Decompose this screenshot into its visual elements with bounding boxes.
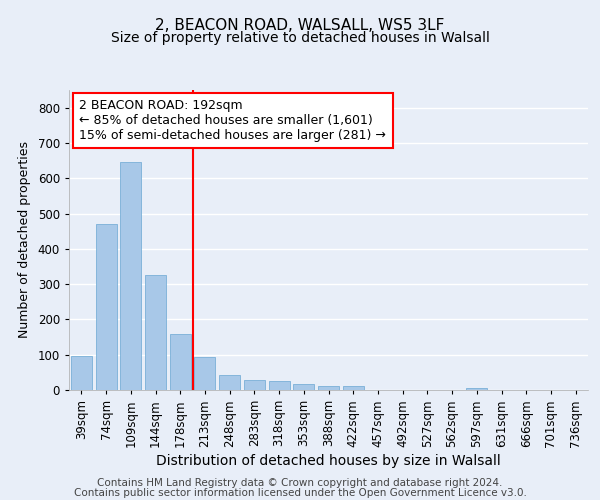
Bar bbox=[244, 380, 265, 390]
Bar bbox=[170, 334, 191, 390]
Bar bbox=[145, 276, 166, 390]
Bar bbox=[120, 162, 141, 390]
Text: Contains public sector information licensed under the Open Government Licence v3: Contains public sector information licen… bbox=[74, 488, 526, 498]
Bar bbox=[343, 386, 364, 390]
Bar bbox=[71, 356, 92, 390]
Bar bbox=[466, 388, 487, 390]
Bar bbox=[194, 357, 215, 390]
X-axis label: Distribution of detached houses by size in Walsall: Distribution of detached houses by size … bbox=[156, 454, 501, 468]
Text: Contains HM Land Registry data © Crown copyright and database right 2024.: Contains HM Land Registry data © Crown c… bbox=[97, 478, 503, 488]
Bar bbox=[95, 224, 116, 390]
Bar bbox=[318, 386, 339, 390]
Bar bbox=[219, 375, 240, 390]
Y-axis label: Number of detached properties: Number of detached properties bbox=[18, 142, 31, 338]
Text: 2 BEACON ROAD: 192sqm
← 85% of detached houses are smaller (1,601)
15% of semi-d: 2 BEACON ROAD: 192sqm ← 85% of detached … bbox=[79, 99, 386, 142]
Bar bbox=[293, 384, 314, 390]
Bar bbox=[269, 381, 290, 390]
Text: Size of property relative to detached houses in Walsall: Size of property relative to detached ho… bbox=[110, 31, 490, 45]
Text: 2, BEACON ROAD, WALSALL, WS5 3LF: 2, BEACON ROAD, WALSALL, WS5 3LF bbox=[155, 18, 445, 32]
